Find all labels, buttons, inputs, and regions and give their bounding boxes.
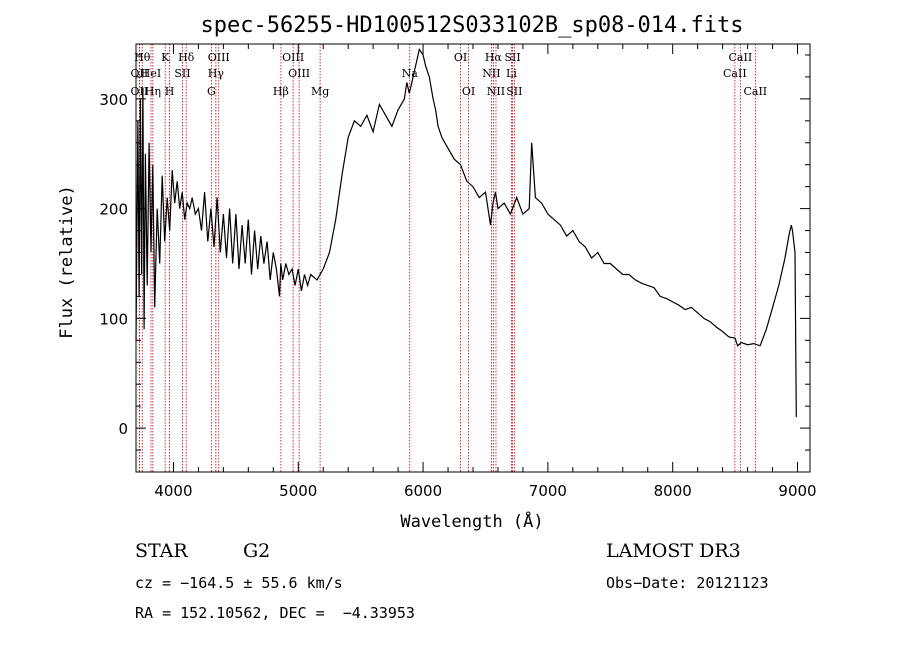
spectral-line-label: Mg <box>311 85 329 98</box>
object-subclass: G2 <box>243 540 271 562</box>
redshift-cz: cz = −164.5 ± 55.6 km/s <box>135 574 343 592</box>
spectral-line-label: Hα <box>485 51 503 64</box>
spectral-line-label: CaII <box>729 51 753 64</box>
x-tick-label: 5000 <box>279 482 317 500</box>
spectral-line-markers <box>138 44 756 472</box>
x-axis-ticks: 4000 5000 6000 7000 8000 9000 <box>154 44 817 500</box>
y-tick-label: 300 <box>99 91 128 109</box>
y-tick-label: 0 <box>118 420 128 438</box>
spectral-line-label: NII <box>487 85 505 98</box>
y-tick-label: 200 <box>99 201 128 219</box>
spectral-line-label: Na <box>402 67 419 80</box>
x-tick-label: 8000 <box>654 482 692 500</box>
spectrum-line <box>135 48 797 418</box>
spectral-line-label: Hγ <box>208 67 225 80</box>
spectral-line-label: OI <box>454 51 467 64</box>
coordinates: RA = 152.10562, DEC = −4.33953 <box>135 604 415 622</box>
spectral-line-label: OII <box>131 85 149 98</box>
x-tick-label: 7000 <box>529 482 567 500</box>
plot-frame <box>135 43 811 473</box>
spectral-line-label: OI <box>462 85 475 98</box>
spectral-line-label: OIII <box>282 51 304 64</box>
spectral-line-label: SII <box>174 67 190 80</box>
spectral-line-label: Hβ <box>273 85 289 98</box>
spectral-line-label: CaII <box>743 85 767 98</box>
spectral-line-label: NII <box>482 67 500 80</box>
spectral-line-label: HeI <box>141 67 161 80</box>
spectral-line-label: Hδ <box>178 51 195 64</box>
x-tick-label: 6000 <box>404 482 442 500</box>
spectral-line-label: Hη <box>145 85 161 98</box>
spectral-line-label: K <box>161 51 170 64</box>
spectral-line-label: CaII <box>723 67 747 80</box>
spectral-line-label: OIII <box>288 67 310 80</box>
x-tick-label: 4000 <box>154 482 192 500</box>
spectral-line-label: G <box>207 85 216 98</box>
x-axis-label: Wavelength (Å) <box>400 510 543 532</box>
observation-date: Obs−Date: 20121123 <box>606 574 769 592</box>
y-axis-label: Flux (relative) <box>57 185 77 339</box>
spectral-line-label: OIII <box>208 51 230 64</box>
x-tick-label: 9000 <box>778 482 816 500</box>
y-axis-ticks: 0 100 200 300 <box>99 54 810 473</box>
spectral-line-label: H <box>165 85 175 98</box>
spectral-line-label: OII <box>131 67 149 80</box>
spectral-line-label: Li <box>506 67 517 80</box>
survey-name: LAMOST DR3 <box>606 540 741 562</box>
y-tick-label: 100 <box>99 310 128 328</box>
spectral-line-label: SII <box>506 85 522 98</box>
chart-title: spec-56255-HD100512S033102B_sp08-014.fit… <box>200 13 743 38</box>
spectral-line-label: Hθ <box>134 51 151 64</box>
spectral-line-label: SII <box>504 51 520 64</box>
object-type: STAR <box>135 540 188 562</box>
